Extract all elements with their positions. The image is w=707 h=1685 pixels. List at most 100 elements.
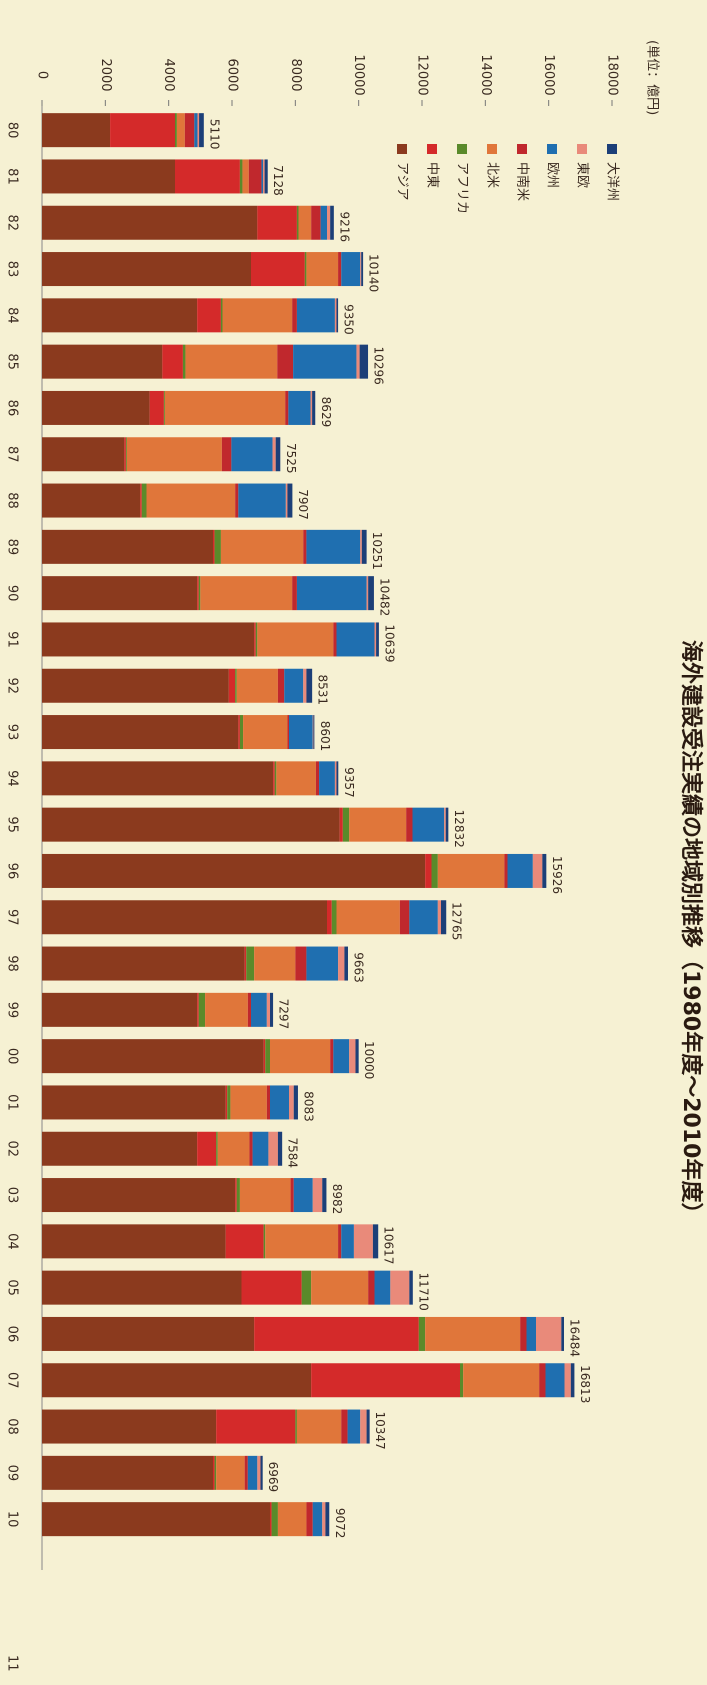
bar-segment <box>198 992 206 1027</box>
bar-segment <box>306 1502 313 1537</box>
bar-segment <box>254 946 296 981</box>
total-label: 10000 <box>362 1041 376 1079</box>
bar-segment <box>174 159 240 194</box>
bar-segment <box>292 576 297 611</box>
bar-segment <box>239 715 244 750</box>
bar-segment <box>255 622 258 657</box>
bar-segment <box>42 668 229 703</box>
y-tick-label: 4000 <box>161 58 176 91</box>
bar-segment <box>214 1455 217 1490</box>
bar-segment <box>42 205 258 240</box>
x-tick-label: 91 <box>5 631 20 648</box>
chart-body: 海外建設受注実績の地域別推移（1980年度～2010年度） (単位：億円) 11… <box>5 40 705 1672</box>
bar-segment <box>507 853 533 888</box>
bar-segment <box>42 900 327 935</box>
bar-segment <box>374 1270 391 1305</box>
bar-segment <box>254 622 256 657</box>
bar-segment <box>238 483 286 518</box>
bar-segment <box>344 946 348 981</box>
bar-segment <box>42 483 141 518</box>
bar-segment <box>221 437 232 472</box>
bar-segment <box>110 113 175 148</box>
x-tick-label: 08 <box>5 1418 20 1435</box>
bar-segment <box>42 715 239 750</box>
bar-segment <box>42 807 340 842</box>
bar-segment <box>41 1224 226 1259</box>
bar-segment <box>338 946 345 981</box>
bar-segment <box>360 1409 367 1444</box>
legend-swatch <box>547 144 557 154</box>
y-tick-label: 14000 <box>478 54 493 95</box>
total-label: 12765 <box>450 902 464 940</box>
bar-segment <box>254 1316 419 1351</box>
bar-segment <box>545 1363 565 1398</box>
bar-segment <box>247 992 251 1027</box>
bar-segment <box>42 252 251 287</box>
bar-segment <box>257 1455 261 1490</box>
bar-segment <box>526 1316 536 1351</box>
bar-segment <box>41 946 245 981</box>
bar-segment <box>306 946 339 981</box>
x-tick-label: 95 <box>5 816 20 833</box>
x-tick-label: 83 <box>5 261 20 278</box>
bar-segment <box>330 205 334 240</box>
bar-segment <box>310 390 313 425</box>
bar-segment <box>230 1085 267 1120</box>
total-label: 7297 <box>277 999 291 1030</box>
bar-segment <box>248 159 262 194</box>
bar-segment <box>425 1316 521 1351</box>
bar-segment <box>298 205 312 240</box>
bar-segment <box>409 1270 413 1305</box>
total-label: 8982 <box>330 1184 344 1215</box>
bar-segment <box>244 946 247 981</box>
bar-segment <box>275 437 281 472</box>
bar-segment <box>425 853 432 888</box>
total-label: 8531 <box>316 674 330 705</box>
bar-segment <box>243 715 288 750</box>
bar-segment <box>42 390 150 425</box>
y-tick-label: 0 <box>35 71 50 79</box>
bar-segment <box>149 390 164 425</box>
bar-segment <box>293 1178 313 1213</box>
bar-segment <box>184 113 195 148</box>
bar-segment <box>444 807 446 842</box>
bar-segment <box>356 344 360 379</box>
bar-segment <box>268 1131 278 1166</box>
total-label: 10617 <box>382 1226 396 1264</box>
legend-label: 中南米 <box>515 162 531 201</box>
bar-segment <box>251 992 267 1027</box>
bar-segment <box>163 390 165 425</box>
x-tick-label: 94 <box>5 770 20 787</box>
bar-segment <box>216 1455 245 1490</box>
legend-swatch <box>457 144 467 154</box>
bar-segment <box>561 1316 564 1351</box>
bar-segment <box>197 298 221 333</box>
bar-segment <box>315 761 320 796</box>
bar-segment <box>303 668 307 703</box>
total-label: 9216 <box>337 211 351 242</box>
total-label: 7128 <box>271 165 285 196</box>
bar-segment <box>361 529 367 564</box>
bar-segment <box>532 853 543 888</box>
x-tick-label: 84 <box>5 307 20 324</box>
total-label: 10639 <box>382 624 396 662</box>
bar-segment <box>292 298 297 333</box>
bar-segment <box>197 992 199 1027</box>
bar-segment <box>535 1316 562 1351</box>
bar-segment <box>162 344 183 379</box>
bar-segment <box>331 900 337 935</box>
bar-segment <box>304 252 307 287</box>
total-label: 7584 <box>286 1137 300 1168</box>
bar-segment <box>175 113 177 148</box>
total-label: 5110 <box>207 119 221 150</box>
bar-segment <box>320 205 327 240</box>
bar-segment <box>327 900 332 935</box>
x-tick-label: 00 <box>5 1048 20 1065</box>
x-tick-label: 98 <box>5 955 20 972</box>
bar-segment <box>220 298 223 333</box>
bar-segment <box>353 1224 373 1259</box>
bar-segment <box>247 1455 258 1490</box>
total-label: 6969 <box>266 1462 280 1493</box>
bar-segment <box>236 668 278 703</box>
